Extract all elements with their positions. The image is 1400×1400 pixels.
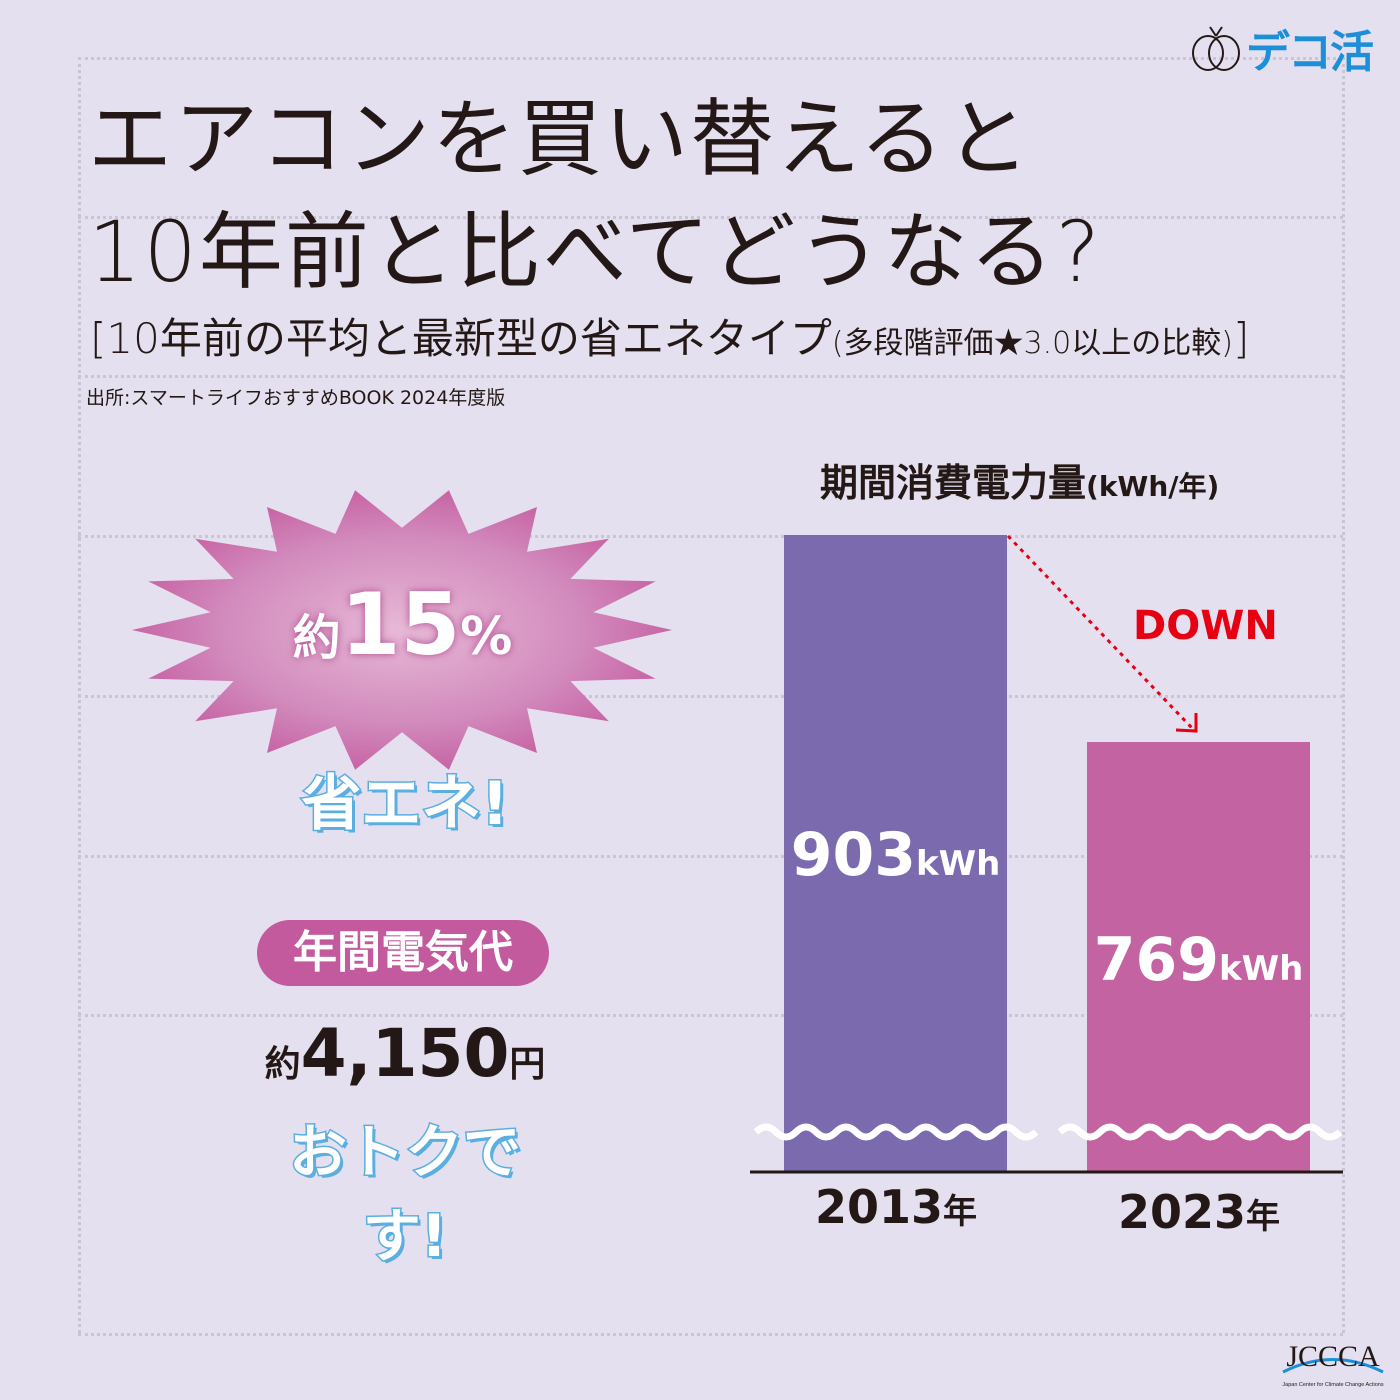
chart-unit: (kWh/年) (1086, 470, 1220, 503)
cost-value: 4,150 (300, 1015, 510, 1092)
x-tick-label: 2013年 (784, 1180, 1008, 1234)
grid-line (78, 1333, 1343, 1336)
source-note: 出所:スマートライフおすすめBOOK 2024年度版 (86, 387, 506, 409)
bar-2023 (1087, 741, 1310, 1172)
burst-value: 15 (340, 575, 461, 675)
grid-line (78, 375, 1343, 378)
x-tick-year: 2013 (814, 1180, 944, 1234)
jccca-logo: JCCCA Japan Center for Climate Change Ac… (1282, 1340, 1384, 1388)
chart-title: 期間消費電力量(kWh/年) (820, 452, 1219, 507)
annual-cost-pill: 年間電気代 (257, 920, 549, 986)
grid-line (78, 57, 81, 1333)
x-tick-year: 2023 (1117, 1185, 1247, 1239)
cost-prefix: 約 (264, 1044, 301, 1085)
leaf-rings-icon (1192, 26, 1240, 71)
bar-value-unit: kWh (915, 844, 1001, 884)
svg-text:JCCCA: JCCCA (1286, 1340, 1380, 1373)
grid-line (78, 695, 1343, 698)
subtitle: [10年前の平均と最新型の省エネタイプ(多段階評価★3.0以上の比較)] (90, 305, 1249, 366)
starburst-shape (132, 490, 672, 770)
bar-value: 769 (1093, 925, 1219, 995)
saving-label: 省エネ! (300, 768, 510, 841)
x-tick-suffix: 年 (1246, 1197, 1281, 1237)
down-arrow-head (1175, 713, 1198, 733)
subtitle-close: ] (1232, 314, 1250, 363)
title-line1: エアコンを買い替えると (88, 90, 1032, 188)
bar-value: 903 (790, 820, 916, 890)
burst-unit: % (460, 607, 513, 667)
grid-line (78, 216, 1343, 219)
subtitle-main: [10年前の平均と最新型の省エネタイプ (90, 314, 832, 363)
grid-line (1342, 57, 1345, 1333)
cost-tagline: おトクです! (287, 1117, 522, 1272)
grid-line (78, 535, 1343, 538)
bar-2013 (784, 534, 1007, 1172)
burst-prefix: 約 (292, 610, 341, 666)
logo-text: デコ活 (1246, 27, 1374, 78)
x-tick-suffix: 年 (943, 1192, 978, 1232)
grid-line (78, 855, 1343, 858)
bar-value-label: 903kWh (764, 820, 1027, 890)
chart-title-text: 期間消費電力量 (820, 461, 1087, 505)
subtitle-note: (多段階評価★3.0以上の比較) (831, 326, 1233, 361)
x-tick-label: 2023年 (1087, 1185, 1311, 1239)
svg-text:Japan Center for Climate Chang: Japan Center for Climate Change Actions (1282, 1382, 1383, 1388)
bar-value-unit: kWh (1218, 949, 1304, 989)
decokatsu-logo: デコ活 (1190, 16, 1374, 80)
title-line2: 10年前と比べてどうなる? (88, 203, 1103, 301)
down-annotation: DOWN (1133, 603, 1278, 649)
cost-unit: 円 (509, 1044, 546, 1085)
grid-line (78, 1014, 1343, 1017)
burst-text: 約15% (135, 575, 670, 675)
cost-amount: 約4,150円 (255, 1015, 555, 1092)
bar-value-label: 769kWh (1067, 925, 1330, 995)
grid-line (78, 57, 1343, 60)
